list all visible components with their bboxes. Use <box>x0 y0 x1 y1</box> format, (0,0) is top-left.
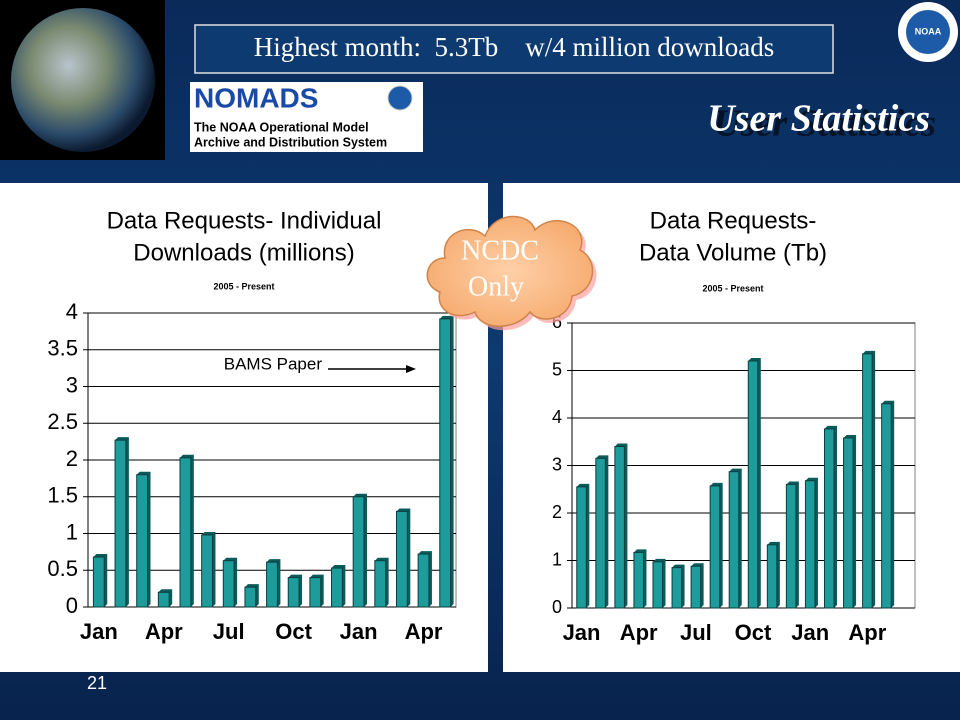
x-tick-label: Jan <box>791 620 829 645</box>
bar <box>576 486 587 609</box>
charts: Data Requests- Individual Downloads (mill… <box>47 207 916 645</box>
x-tick-label: Jul <box>213 619 245 644</box>
bar <box>595 457 606 609</box>
bar <box>881 403 892 609</box>
bar <box>266 561 278 608</box>
y-tick-label: 4 <box>552 407 562 427</box>
bar <box>157 591 170 608</box>
x-tick-label: Apr <box>145 619 183 644</box>
earth-image <box>11 8 155 152</box>
bar <box>862 353 873 609</box>
bar <box>633 551 644 609</box>
heading-shadow: User Statistics <box>713 103 936 145</box>
chart-title: Downloads (millions) <box>133 239 354 266</box>
y-tick-label: 0 <box>552 597 562 617</box>
chart-subtitle: 2005 - Present <box>702 283 763 293</box>
nomads-line: The NOAA Operational Model <box>194 120 369 134</box>
bar <box>309 577 322 608</box>
bar <box>222 560 235 608</box>
bar <box>287 577 300 608</box>
chart-subtitle: 2005 - Present <box>213 281 274 291</box>
bar <box>439 318 452 608</box>
nomads-line: Archive and Distribution System <box>194 135 387 149</box>
bar <box>652 561 664 609</box>
y-tick-label: 1.5 <box>47 483 78 508</box>
bar <box>395 510 408 608</box>
nomads-badge <box>387 85 413 111</box>
chart-title: Data Volume (Tb) <box>639 239 827 266</box>
bar <box>201 534 213 608</box>
x-tick-label: Jul <box>680 620 712 645</box>
bar <box>417 553 430 608</box>
page-number: 21 <box>87 673 107 693</box>
annotation-arrowhead <box>406 365 416 373</box>
bar <box>614 446 625 609</box>
bar <box>804 480 816 609</box>
bar <box>136 474 149 608</box>
y-tick-label: 0.5 <box>47 556 78 581</box>
bar <box>374 560 387 608</box>
bar <box>352 496 365 608</box>
callout-text: NCDC <box>461 235 539 266</box>
y-tick-label: 4 <box>66 299 78 324</box>
noaa-logo-text: NOAA <box>915 26 942 36</box>
bar <box>690 565 702 609</box>
bar <box>747 360 759 609</box>
heading: User Statistics <box>707 98 930 140</box>
nomads-name: NOMADS <box>194 82 318 113</box>
y-tick-label: 3.5 <box>47 336 78 361</box>
y-tick-label: 5 <box>552 359 562 379</box>
y-tick-label: 3 <box>552 454 562 474</box>
bar <box>331 567 343 608</box>
x-tick-label: Oct <box>735 620 772 645</box>
highlight-text: Highest month: 5.3Tb w/4 million downloa… <box>254 32 775 62</box>
highlight-box <box>194 24 834 74</box>
chart-title: Data Requests- Individual <box>107 207 382 234</box>
bar <box>179 457 192 608</box>
bar <box>766 544 778 609</box>
y-tick-label: 2 <box>66 446 78 471</box>
chart-title: Data Requests- <box>650 207 817 234</box>
x-tick-label: Jan <box>563 620 601 645</box>
nomads-logo <box>190 82 423 152</box>
bar <box>843 437 854 609</box>
bar <box>92 556 105 608</box>
bar <box>728 471 740 609</box>
x-tick-label: Jan <box>80 619 118 644</box>
y-tick-label: 1 <box>552 549 562 569</box>
noaa-logo-inner <box>906 10 950 54</box>
y-tick-label: 0 <box>66 593 78 618</box>
y-tick-label: 2 <box>552 502 562 522</box>
x-tick-label: Apr <box>405 619 443 644</box>
x-tick-label: Oct <box>275 619 312 644</box>
x-tick-label: Jan <box>340 619 378 644</box>
bar <box>785 484 797 609</box>
bar <box>114 439 127 608</box>
callout-text: Only <box>468 271 524 302</box>
annotation: BAMS Paper <box>224 354 323 373</box>
callout: NCDC Only <box>426 215 597 331</box>
bar <box>244 586 257 608</box>
x-tick-label: Apr <box>620 620 658 645</box>
bar <box>671 567 683 609</box>
bar <box>709 485 721 609</box>
y-tick-label: 2.5 <box>47 409 78 434</box>
x-tick-label: Apr <box>848 620 886 645</box>
y-tick-label: 3 <box>66 372 78 397</box>
y-tick-label: 1 <box>66 519 78 544</box>
bar <box>823 428 835 609</box>
